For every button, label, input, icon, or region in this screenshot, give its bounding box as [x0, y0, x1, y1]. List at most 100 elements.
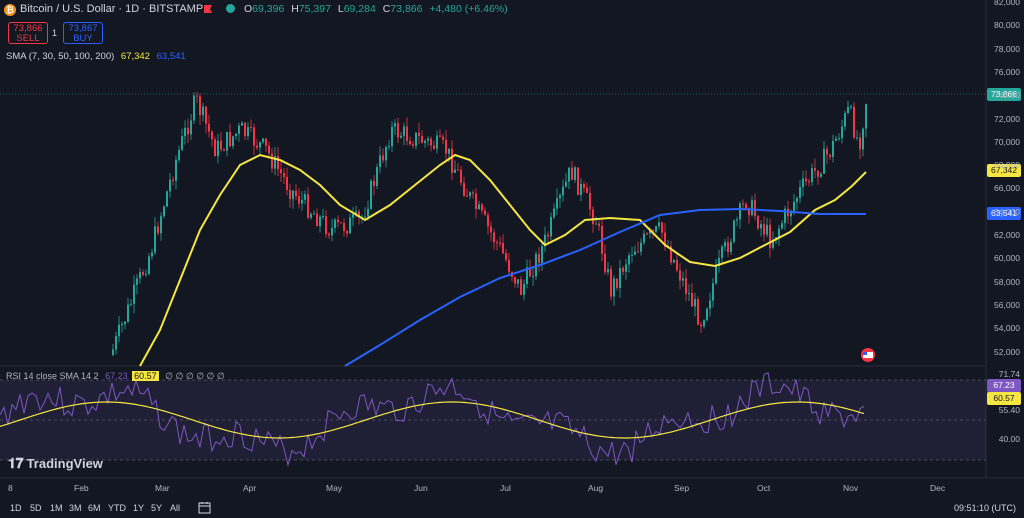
candle-body — [631, 254, 633, 256]
candle-body — [310, 213, 312, 218]
range-button[interactable]: 5D — [30, 503, 42, 513]
candle-body — [607, 268, 609, 273]
candle-body — [658, 222, 660, 227]
tradingview-logo: 𝟏𝟕 TradingView — [8, 455, 103, 472]
bitcoin-icon: ₿ — [4, 4, 16, 16]
candle-body — [202, 106, 204, 116]
candle-body — [364, 216, 366, 218]
range-button[interactable]: 3M — [69, 503, 82, 513]
candle-body — [532, 276, 534, 278]
candle-body — [475, 193, 477, 210]
candle-body — [346, 230, 348, 234]
flag-icon[interactable] — [203, 4, 213, 14]
candle-body — [544, 234, 546, 247]
sell-button[interactable]: 73,866 SELL — [8, 22, 48, 44]
candle-body — [652, 230, 654, 232]
candle-body — [781, 223, 783, 229]
calendar-range-icon[interactable] — [198, 501, 211, 514]
candle-body — [352, 214, 354, 218]
sma-legend[interactable]: SMA (7, 30, 50, 100, 200) 67,342 63,541 — [6, 51, 186, 62]
time-axis-tick: Aug — [588, 483, 604, 493]
time-axis-tick: Feb — [74, 483, 89, 493]
candle-body — [139, 272, 141, 279]
time-axis-tick: Jul — [500, 483, 511, 493]
candle-body — [712, 283, 714, 301]
candle-body — [754, 200, 756, 217]
candle-body — [250, 126, 252, 128]
candle-body — [286, 176, 288, 190]
candle-body — [118, 324, 120, 337]
candle-body — [847, 106, 849, 114]
candle-body — [589, 193, 591, 210]
clock[interactable]: 09:51:10 (UTC) — [953, 503, 1016, 513]
candle-body — [862, 128, 864, 150]
range-button[interactable]: All — [170, 503, 181, 513]
sma-slow-badge: 63,541 — [987, 207, 1021, 220]
candle-body — [841, 126, 843, 139]
candle-body — [721, 246, 723, 258]
buy-button[interactable]: 73,867 BUY — [63, 22, 103, 44]
open-value: 69,396 — [252, 3, 285, 15]
rsi-name: RSI 14 close SMA 14 2 — [6, 371, 99, 381]
candle-body — [196, 95, 198, 97]
low-value: 69,284 — [343, 3, 376, 15]
candle-body — [115, 336, 117, 350]
range-button[interactable]: 6M — [88, 503, 101, 513]
candle-body — [145, 273, 147, 275]
candle-body — [490, 226, 492, 233]
candle-body — [451, 148, 453, 173]
range-button[interactable]: 5Y — [151, 503, 163, 513]
candle-body — [133, 284, 135, 304]
candle-body — [604, 253, 606, 273]
tv-logo-icon: 𝟏𝟕 — [8, 455, 24, 471]
candle-body — [163, 206, 165, 217]
rsi-lower-tick: 55.40 — [998, 405, 1020, 415]
candle-body — [241, 122, 243, 126]
candle-body — [355, 211, 357, 215]
candle-body — [541, 246, 543, 263]
rsi-upper-tick: 71.74 — [998, 369, 1020, 379]
candle-body — [400, 135, 402, 138]
candle-body — [595, 223, 597, 225]
candle-body — [802, 178, 804, 188]
range-button[interactable]: 1Y — [133, 503, 145, 513]
candle-body — [388, 146, 390, 148]
candle-body — [709, 300, 711, 309]
symbol-title[interactable]: Bitcoin / U.S. Dollar · 1D · BITSTAMP — [20, 3, 204, 15]
candle-body — [277, 156, 279, 170]
price-axis-tick: 78,000 — [994, 43, 1020, 54]
high-value: 75,397 — [298, 3, 331, 15]
candle-body — [535, 254, 537, 277]
rsi-legend[interactable]: RSI 14 close SMA 14 2 67.23 60.57 ∅ ∅ ∅ … — [6, 371, 225, 382]
rsi-value: 67.23 — [105, 371, 128, 381]
candle-body — [811, 168, 813, 183]
candle-body — [850, 106, 852, 108]
range-button[interactable]: YTD — [108, 503, 126, 513]
candle-body — [283, 173, 285, 177]
candle-body — [262, 138, 264, 143]
candle-body — [397, 123, 399, 138]
candle-body — [337, 219, 339, 223]
candle-body — [256, 145, 258, 148]
candle-body — [484, 210, 486, 215]
candle-body — [205, 106, 207, 124]
price-axis-tick: 56,000 — [994, 299, 1020, 310]
candle-body — [730, 241, 732, 253]
rsi-badge: 67.23 — [987, 379, 1021, 392]
candle-body — [304, 194, 306, 200]
range-button[interactable]: 1D — [10, 503, 22, 513]
range-button[interactable]: 1M — [50, 503, 63, 513]
candle-body — [556, 198, 558, 209]
candle-body — [427, 138, 429, 141]
time-axis-tick: Jun — [414, 483, 428, 493]
candle-body — [430, 138, 432, 146]
candle-body — [208, 123, 210, 132]
candle-body — [415, 132, 417, 146]
candle-body — [664, 232, 666, 247]
time-axis-tick: Mar — [155, 483, 170, 493]
sell-price: 73,866 — [13, 23, 43, 34]
candle-body — [280, 169, 282, 174]
us-flag-event-icon[interactable] — [861, 348, 875, 362]
candle-body — [853, 106, 855, 138]
